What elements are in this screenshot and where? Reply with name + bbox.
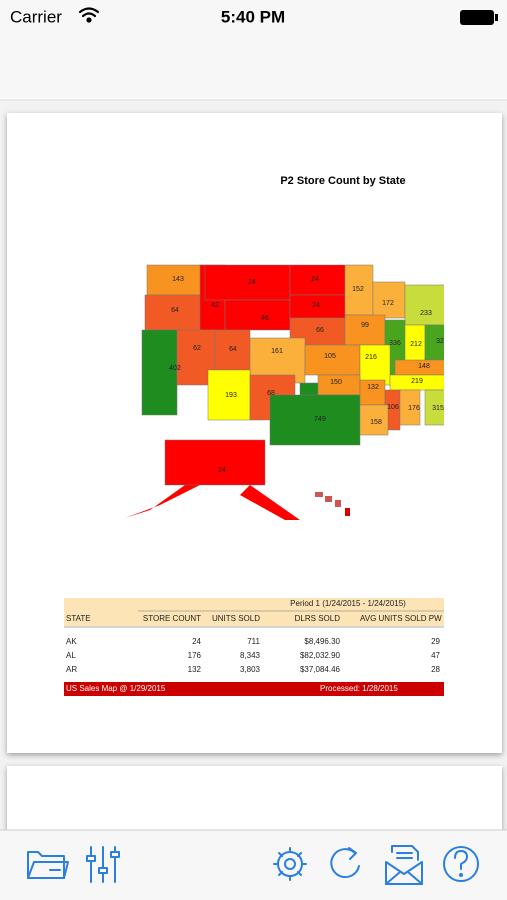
state-shape <box>424 389 444 426</box>
column-header: DLRS SOLD <box>295 614 341 623</box>
table-cell: 24 <box>192 637 201 646</box>
state-shape <box>344 264 374 316</box>
document-page <box>7 113 502 753</box>
state-shape <box>224 299 291 331</box>
state-shape <box>144 294 201 331</box>
table-cell: $82,032.90 <box>300 651 341 660</box>
map-title: P2 Store Count by State <box>280 175 405 187</box>
state-count: 172 <box>382 300 394 307</box>
data-table: Period 1 (1/24/2015 - 1/24/2015) STATE STO… <box>64 598 444 696</box>
state-count: 233 <box>420 310 432 317</box>
state-count: 105 <box>324 353 336 360</box>
state-count: 24 <box>248 279 256 286</box>
toolbar <box>0 830 507 900</box>
table-cell: AK <box>66 637 77 646</box>
state-shape <box>372 281 406 319</box>
table-header-bg <box>64 598 444 626</box>
hawaii-island <box>325 496 332 502</box>
state-count: 315 <box>432 405 444 412</box>
state-count: 176 <box>408 405 420 412</box>
column-header: STORE COUNT <box>143 614 201 623</box>
table-cell: 28 <box>431 665 440 674</box>
hawaii-island <box>335 500 341 507</box>
state-count: 42 <box>211 302 219 309</box>
state-count: 24 <box>218 467 226 474</box>
state-count: 46 <box>261 315 269 322</box>
state-shape <box>344 314 386 346</box>
table-cell: $37,084.46 <box>300 665 341 674</box>
battery <box>460 10 498 25</box>
column-header: AVG UNITS SOLD PW <box>360 614 442 623</box>
state-count: 193 <box>225 392 237 399</box>
nav-bar <box>0 0 507 100</box>
table-cell: 8,343 <box>240 651 261 660</box>
state-count: 749 <box>314 416 326 423</box>
state-count: 158 <box>370 419 382 426</box>
hawaii-island <box>315 492 323 497</box>
state-shape <box>404 284 444 326</box>
column-header: STATE <box>66 614 91 623</box>
table-cell: 47 <box>431 651 440 660</box>
table-cell: AR <box>66 665 77 674</box>
state-count: 402 <box>169 365 181 372</box>
state-count: 216 <box>365 354 377 361</box>
refresh-button[interactable] <box>330 847 360 879</box>
state-shape <box>359 404 389 436</box>
filter-button[interactable] <box>86 846 120 883</box>
state-count: 68 <box>267 390 275 397</box>
state-count: 64 <box>229 346 237 353</box>
state-count: 66 <box>316 327 324 334</box>
state-shape <box>164 439 266 486</box>
table-cell: 3,803 <box>240 665 261 674</box>
state-count: 62 <box>193 345 201 352</box>
table-cell: $8,496.30 <box>304 637 340 646</box>
alaska-panhandle <box>240 485 300 520</box>
state-shape <box>399 389 421 426</box>
table-cell: 132 <box>188 665 202 674</box>
state-shape <box>141 329 178 416</box>
footer-left: US Sales Map @ 1/29/2015 <box>66 684 166 693</box>
clock: 5:40 PM <box>221 7 285 26</box>
state-count: 161 <box>271 348 283 355</box>
state-count: 336 <box>389 340 401 347</box>
state-count: 152 <box>352 286 364 293</box>
state-shape <box>359 379 386 406</box>
state-shape <box>146 264 206 296</box>
state-count: 24 <box>311 276 319 283</box>
email-report-button[interactable] <box>385 845 423 885</box>
state-shape <box>359 344 391 386</box>
period-header: Period 1 (1/24/2015 - 1/24/2015) <box>290 599 406 608</box>
table-cell: AL <box>66 651 76 660</box>
state-shape <box>304 344 361 376</box>
wifi-icon <box>78 7 100 23</box>
state-count: 99 <box>361 322 369 329</box>
state-count: 106 <box>387 404 399 411</box>
settings-button[interactable] <box>273 847 307 881</box>
footer-right: Processed: 1/28/2015 <box>320 684 398 693</box>
hawaii-island <box>345 508 350 516</box>
state-count: 148 <box>418 363 430 370</box>
us-map: 143 64 42 24 46 24 24 66 152 172 233 99 336 212 32 402 6… <box>125 264 444 520</box>
alaska-peninsula <box>125 485 200 518</box>
help-button[interactable] <box>443 846 479 882</box>
state-count: 212 <box>410 341 422 348</box>
state-count: 143 <box>172 276 184 283</box>
table-cell: 29 <box>431 637 440 646</box>
open-folder-button[interactable] <box>27 851 69 879</box>
state-count: 132 <box>367 384 379 391</box>
state-count: 64 <box>171 307 179 314</box>
state-count: 24 <box>312 302 320 309</box>
table-cell: 176 <box>188 651 202 660</box>
column-header: UNITS SOLD <box>212 614 260 623</box>
state-count: 219 <box>411 378 423 385</box>
state-count: 150 <box>330 379 342 386</box>
footer-bar <box>64 682 444 696</box>
texas-panhandle <box>299 382 319 396</box>
carrier: Carrier <box>10 7 62 26</box>
table-cell: 711 <box>247 637 260 646</box>
state-count: 32 <box>436 338 444 345</box>
